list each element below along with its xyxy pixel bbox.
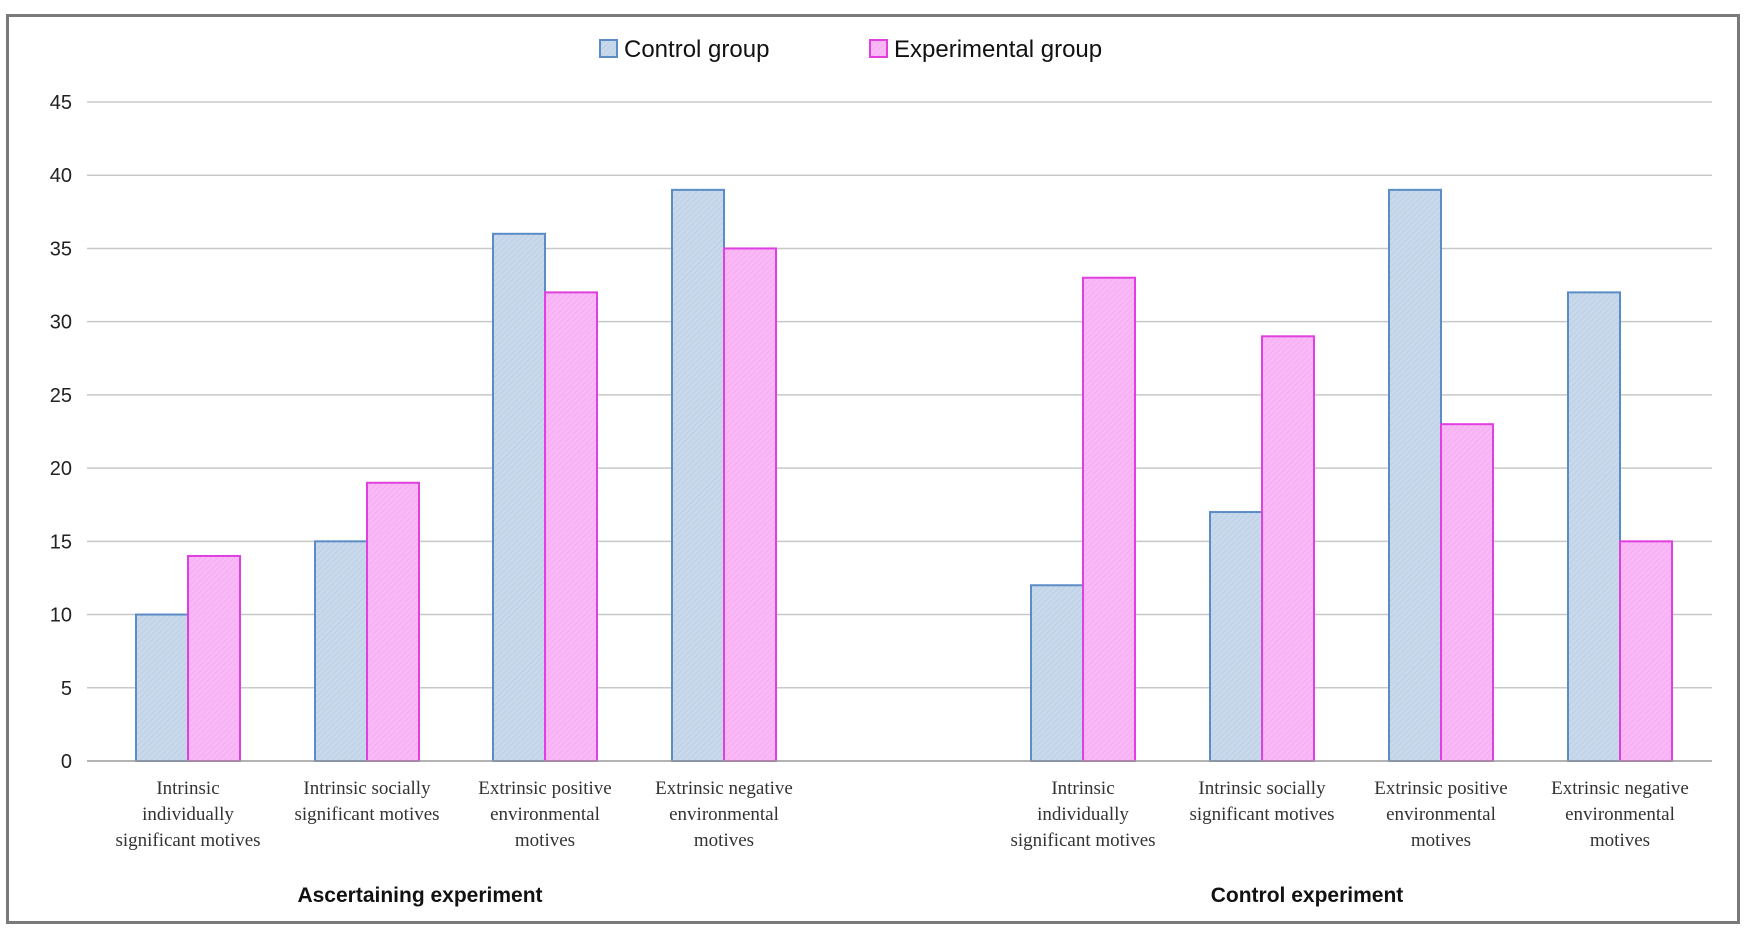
x-tick-label: Extrinsic negative xyxy=(655,778,793,799)
legend-swatch-experimental xyxy=(869,39,888,58)
y-tick-label: 15 xyxy=(50,531,72,553)
x-tick-label: environmental xyxy=(490,804,600,825)
x-tick-label: motives xyxy=(1411,830,1471,851)
bar-experimental xyxy=(187,554,241,762)
legend-label-experimental: Experimental group xyxy=(894,36,1102,63)
bar-control xyxy=(1567,291,1621,762)
legend-label-control: Control group xyxy=(624,36,769,63)
x-tick-label: significant motives xyxy=(1189,804,1334,825)
bar-experimental xyxy=(1619,540,1673,762)
y-tick-label: 20 xyxy=(50,458,72,480)
group-label: Ascertaining experiment xyxy=(297,884,542,907)
bar-control xyxy=(1030,584,1084,762)
axes: 0 5 10 15 20 25 30 35 40 45 xyxy=(50,92,1712,773)
y-tick-label: 45 xyxy=(50,92,72,114)
y-tick-label: 5 xyxy=(61,678,72,700)
category-labels: Intrinsic individually significant motives… xyxy=(115,778,1688,907)
x-tick-label: Intrinsic socially xyxy=(1198,778,1326,799)
bar-experimental xyxy=(1440,423,1494,762)
bar-control xyxy=(671,188,725,763)
y-tick-label: 35 xyxy=(50,238,72,260)
x-tick-label: Intrinsic socially xyxy=(303,778,431,799)
x-tick-label: motives xyxy=(515,830,575,851)
x-tick-label: environmental xyxy=(1565,804,1675,825)
x-tick-label: Intrinsic xyxy=(1051,778,1114,799)
x-tick-label: Extrinsic positive xyxy=(478,778,612,799)
x-tick-label: environmental xyxy=(669,804,779,825)
y-tick-label: 30 xyxy=(50,312,72,334)
bar-experimental xyxy=(723,247,777,762)
bar-control xyxy=(1209,511,1263,762)
group-label: Control experiment xyxy=(1211,884,1404,907)
bar-control xyxy=(1388,188,1442,763)
bar-experimental xyxy=(544,291,598,762)
x-tick-label: Extrinsic positive xyxy=(1374,778,1508,799)
bar-experimental xyxy=(366,481,420,762)
bar-control xyxy=(314,540,368,762)
y-tick-label: 25 xyxy=(50,385,72,407)
y-tick-label: 40 xyxy=(50,165,72,187)
legend: Control group Experimental group xyxy=(599,36,1102,63)
y-tick-label: 10 xyxy=(50,605,72,627)
x-tick-label: motives xyxy=(1590,830,1650,851)
bar-control xyxy=(492,232,546,763)
x-tick-label: Extrinsic negative xyxy=(1551,778,1689,799)
x-tick-label: Intrinsic xyxy=(156,778,219,799)
x-tick-label: environmental xyxy=(1386,804,1496,825)
bar-control xyxy=(135,613,189,762)
x-tick-label: significant motives xyxy=(294,804,439,825)
x-tick-label: significant motives xyxy=(1010,830,1155,851)
bar-experimental xyxy=(1082,276,1136,762)
x-tick-label: significant motives xyxy=(115,830,260,851)
x-tick-label: individually xyxy=(142,804,234,825)
x-tick-label: individually xyxy=(1037,804,1129,825)
bars xyxy=(135,188,1673,763)
legend-swatch-control xyxy=(599,39,618,58)
y-tick-label: 0 xyxy=(61,751,72,773)
bar-experimental xyxy=(1261,335,1315,762)
x-tick-label: motives xyxy=(694,830,754,851)
